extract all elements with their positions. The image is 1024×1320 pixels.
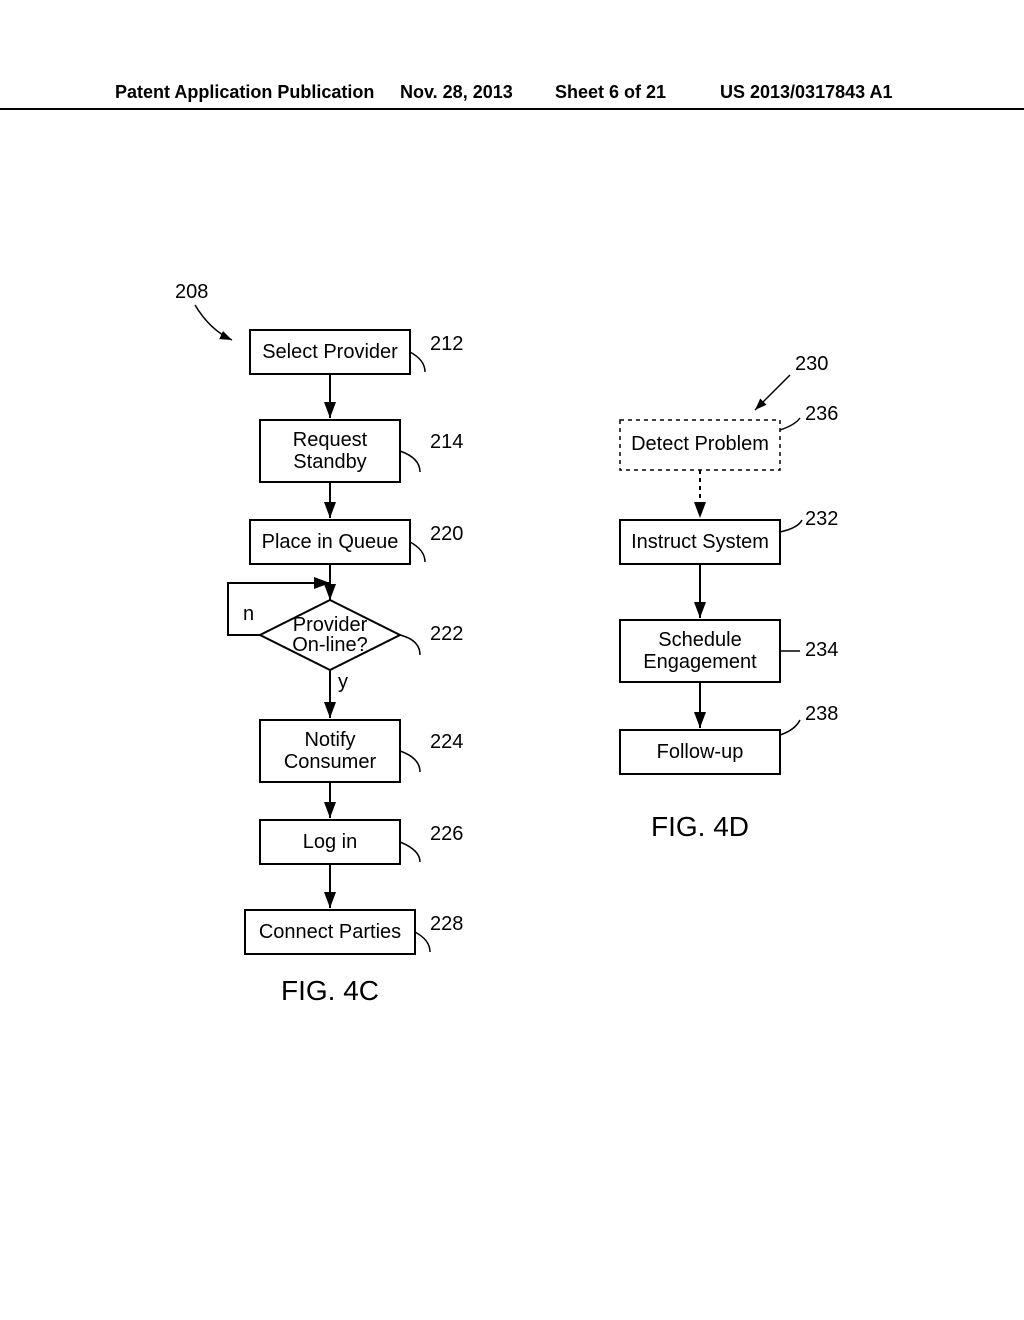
leader-228 <box>415 932 430 952</box>
label-232: Instruct System <box>631 531 769 553</box>
label-234-1: Schedule <box>658 629 741 651</box>
ref-220: 220 <box>430 523 463 545</box>
leader-208 <box>195 305 232 340</box>
label-224-1: Notify <box>304 729 355 751</box>
label-224-2: Consumer <box>284 751 377 773</box>
leader-214 <box>400 451 420 472</box>
leader-230 <box>755 375 790 410</box>
ref-230: 230 <box>795 353 828 375</box>
page: Patent Application Publication Nov. 28, … <box>0 0 1024 1320</box>
ref-234: 234 <box>805 639 838 661</box>
leader-222 <box>400 635 420 655</box>
ref-222: 222 <box>430 623 463 645</box>
ref-226: 226 <box>430 823 463 845</box>
label-yes: y <box>338 671 348 693</box>
label-222-1: Provider <box>293 614 368 636</box>
leader-212 <box>410 352 425 372</box>
ref-212: 212 <box>430 333 463 355</box>
ref-228: 228 <box>430 913 463 935</box>
ref-224: 224 <box>430 731 463 753</box>
ref-236: 236 <box>805 403 838 425</box>
diagram-canvas: 208 Select Provider 212 Request Standby … <box>0 0 1024 1320</box>
caption-4d: FIG. 4D <box>651 811 749 842</box>
label-214-1: Request <box>293 429 368 451</box>
label-no: n <box>243 603 254 625</box>
label-234-2: Engagement <box>643 651 757 673</box>
label-238: Follow-up <box>657 741 744 763</box>
ref-238: 238 <box>805 703 838 725</box>
label-226: Log in <box>303 831 358 853</box>
label-212: Select Provider <box>262 341 398 363</box>
leader-220 <box>410 542 425 562</box>
label-222-2: On-line? <box>292 634 368 656</box>
leader-224 <box>400 751 420 772</box>
label-236: Detect Problem <box>631 433 769 455</box>
leader-232 <box>780 520 802 532</box>
ref-208: 208 <box>175 281 208 303</box>
ref-232: 232 <box>805 508 838 530</box>
caption-4c: FIG. 4C <box>281 975 379 1006</box>
label-214-2: Standby <box>293 451 366 473</box>
leader-226 <box>400 842 420 862</box>
leader-236 <box>780 418 800 430</box>
label-220: Place in Queue <box>262 531 399 553</box>
leader-238 <box>780 720 800 735</box>
ref-214: 214 <box>430 431 463 453</box>
label-228: Connect Parties <box>259 921 401 943</box>
